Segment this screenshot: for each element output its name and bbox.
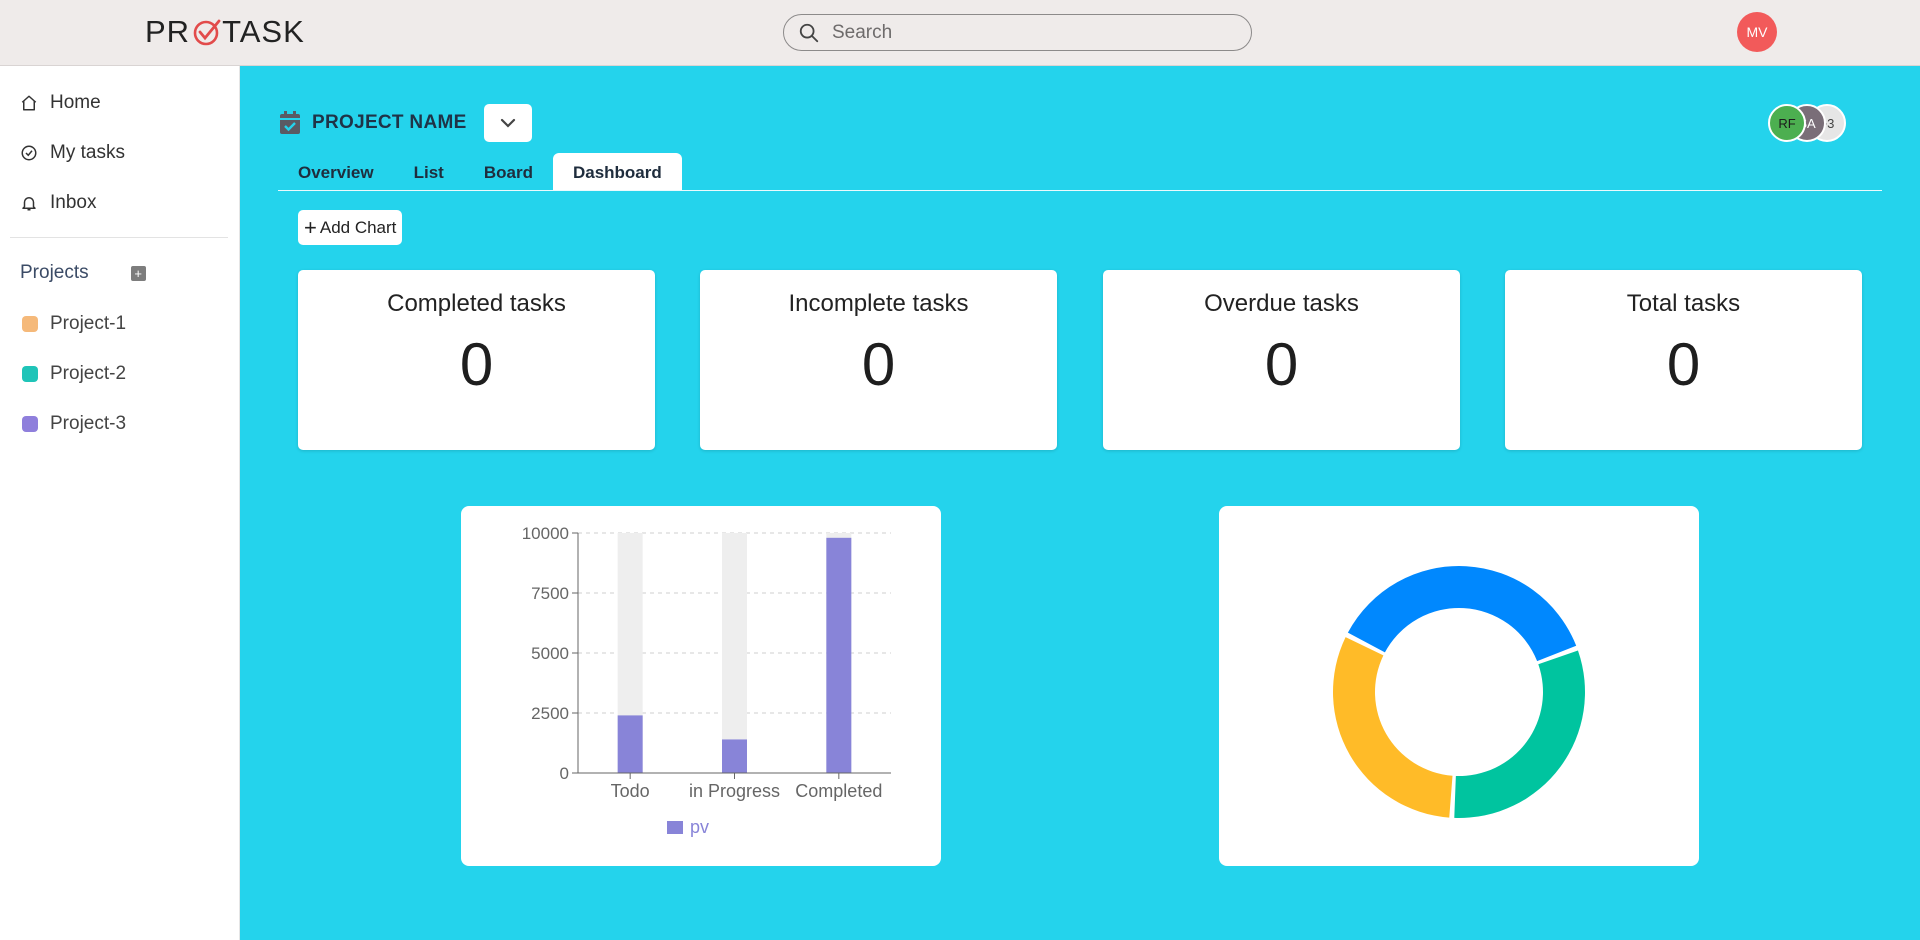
user-avatar[interactable]: MV (1737, 12, 1777, 52)
tab-board[interactable]: Board (483, 163, 533, 182)
tab-bar: Overview List Board Dashboard (278, 153, 682, 191)
search-box[interactable] (783, 14, 1252, 51)
logo-check-icon (193, 19, 221, 46)
logo-text-left: PR (145, 14, 191, 49)
donut-slice (1454, 650, 1585, 818)
sidebar-item-label: My tasks (50, 142, 125, 163)
donut-slice (1333, 637, 1453, 818)
plus-square-icon[interactable]: + (130, 265, 146, 281)
check-circle-icon (21, 145, 37, 161)
add-chart-label: Add Chart (319, 217, 397, 237)
sidebar-item-inbox[interactable]: Inbox (20, 192, 96, 214)
stat-value: 0 (1666, 331, 1701, 398)
project-color-dot (22, 316, 38, 332)
stat-card-total: Total tasks 0 (1505, 270, 1862, 450)
search-input[interactable] (832, 21, 1232, 44)
bell-icon (22, 197, 36, 211)
sidebar-item-project-1[interactable]: Project-1 (22, 313, 126, 335)
project-label: Project-3 (50, 413, 127, 434)
bar-background (722, 533, 747, 773)
page-title: PROJECT NAME (312, 112, 467, 133)
sidebar-divider (10, 237, 228, 238)
home-icon (21, 95, 37, 111)
tab-divider (278, 190, 1882, 191)
sidebar: Home My tasks Inbox Projects + Project-1… (0, 66, 240, 940)
stat-label: Total tasks (1626, 290, 1741, 317)
project-color-dot (22, 366, 38, 382)
bar (826, 537, 852, 773)
projects-heading-label: Projects (20, 262, 89, 283)
y-tick-label: 10000 (522, 524, 569, 543)
stat-label: Overdue tasks (1204, 290, 1359, 317)
project-dropdown-button[interactable] (484, 104, 532, 142)
avatar[interactable]: RF (1768, 104, 1806, 142)
plus-icon: + (304, 214, 317, 240)
stat-label: Incomplete tasks (788, 290, 969, 317)
bar (617, 715, 643, 773)
tab-list[interactable]: List (413, 163, 444, 182)
calendar-icon (280, 111, 300, 134)
donut-chart (1333, 566, 1585, 818)
y-tick-label: 5000 (531, 644, 569, 663)
stat-label: Completed tasks (387, 290, 566, 317)
sidebar-item-project-2[interactable]: Project-2 (22, 363, 126, 385)
projects-heading: Projects + (20, 262, 146, 284)
donut-slice (1347, 566, 1577, 662)
stat-card-completed: Completed tasks 0 (298, 270, 655, 450)
logo-text-right: TASK (222, 14, 305, 49)
add-chart-button[interactable]: + Add Chart (298, 210, 403, 245)
x-tick-label: in Progress (689, 781, 780, 801)
project-label: Project-1 (50, 313, 127, 334)
stat-card-overdue: Overdue tasks 0 (1103, 270, 1460, 450)
bar-chart: 0 2500 5000 7500 10000 Todo in Progress Complet… (522, 524, 891, 837)
legend-label: pv (690, 817, 709, 837)
member-avatars[interactable]: +3 SA RF (1768, 104, 1868, 144)
stat-card-incomplete: Incomplete tasks 0 (700, 270, 1057, 450)
x-tick-label: Todo (611, 781, 650, 801)
stat-value: 0 (861, 331, 896, 398)
tab-dashboard[interactable]: Dashboard (552, 153, 682, 191)
sidebar-item-label: Inbox (50, 192, 97, 213)
project-color-dot (22, 416, 38, 432)
project-label: Project-2 (50, 363, 127, 384)
bar (722, 739, 747, 773)
search-icon (799, 23, 819, 42)
y-tick-label: 0 (560, 764, 569, 783)
sidebar-item-home[interactable]: Home (20, 92, 101, 114)
sidebar-item-label: Home (50, 92, 101, 113)
stat-value: 0 (459, 331, 494, 398)
y-tick-label: 7500 (531, 584, 569, 603)
app-logo[interactable]: PR TASK (145, 14, 305, 50)
y-tick-label: 2500 (531, 704, 569, 723)
bar-chart-card: 0 2500 5000 7500 10000 Todo in Progress Complet… (461, 506, 941, 866)
legend-swatch (667, 821, 683, 834)
main-content: PROJECT NAME +3 SA RF Overview List Boar… (240, 66, 1920, 940)
chevron-down-icon (500, 118, 516, 128)
x-tick-label: Completed (795, 781, 882, 801)
stat-value: 0 (1264, 331, 1299, 398)
sidebar-item-project-3[interactable]: Project-3 (22, 413, 126, 435)
donut-chart-card (1219, 506, 1699, 866)
project-header: PROJECT NAME (278, 110, 467, 136)
sidebar-item-my-tasks[interactable]: My tasks (20, 142, 125, 164)
top-bar: PR TASK MV (0, 0, 1920, 66)
tab-overview[interactable]: Overview (298, 163, 374, 182)
